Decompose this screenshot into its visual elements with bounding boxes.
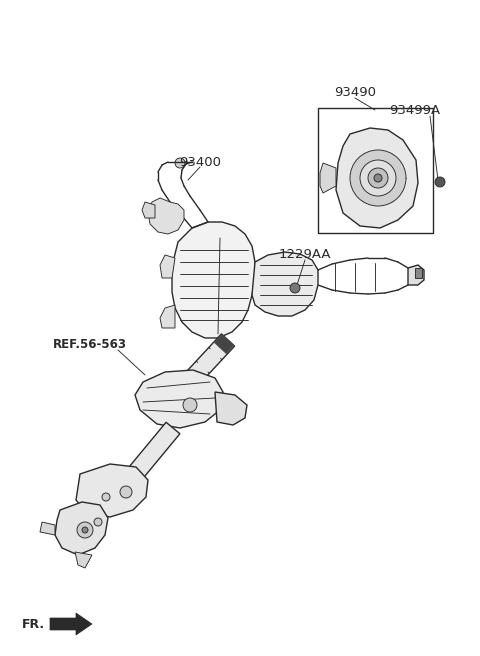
Polygon shape [252,252,318,316]
Circle shape [77,522,93,538]
Text: 93400: 93400 [179,155,221,169]
Circle shape [183,398,197,412]
Text: 93499A: 93499A [389,104,441,117]
Circle shape [120,486,132,498]
Polygon shape [408,265,424,285]
Polygon shape [76,464,148,517]
Circle shape [102,493,110,501]
Polygon shape [320,163,336,193]
Polygon shape [142,202,155,218]
Circle shape [290,283,300,293]
Polygon shape [75,552,92,568]
Polygon shape [135,370,223,428]
Polygon shape [158,334,235,414]
Circle shape [360,160,396,196]
Circle shape [350,150,406,206]
Circle shape [368,168,388,188]
Polygon shape [40,522,55,535]
Text: FR.: FR. [22,617,45,630]
Polygon shape [160,255,175,278]
Bar [318,108,433,233]
Polygon shape [148,198,184,234]
Circle shape [435,177,445,187]
Polygon shape [336,128,418,228]
Circle shape [94,518,102,526]
Circle shape [82,527,88,533]
Polygon shape [113,422,180,498]
Polygon shape [215,392,247,425]
Polygon shape [50,613,92,635]
Circle shape [175,158,185,168]
Text: REF.56-563: REF.56-563 [53,338,127,352]
Polygon shape [215,335,234,354]
Polygon shape [55,502,108,555]
Polygon shape [415,268,422,278]
Polygon shape [160,305,175,328]
Polygon shape [172,222,255,338]
Text: 1229AA: 1229AA [279,249,331,262]
Circle shape [374,174,382,182]
Text: 93490: 93490 [334,87,376,100]
